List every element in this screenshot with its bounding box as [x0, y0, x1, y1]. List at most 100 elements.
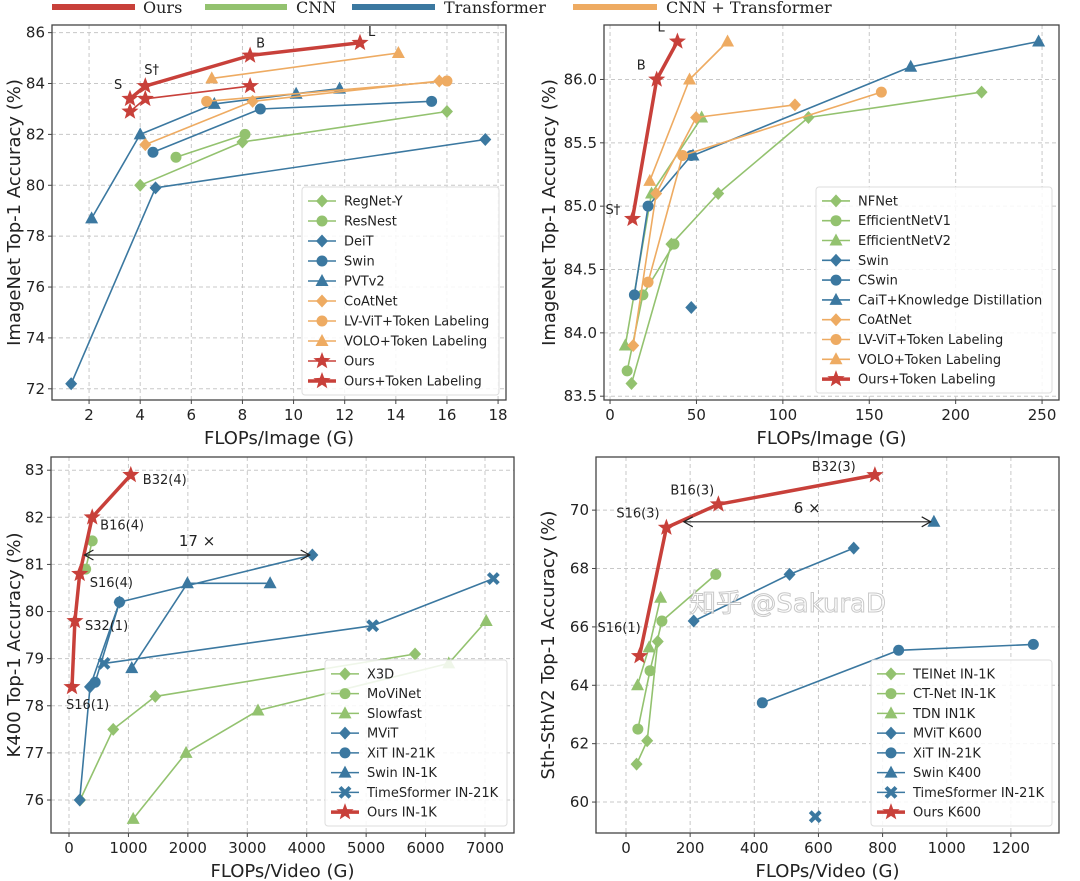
y-tick-label: 77 — [25, 744, 44, 762]
legend-marker — [313, 372, 331, 389]
series-line — [128, 41, 361, 101]
data-point — [644, 665, 656, 677]
legend-box — [301, 186, 500, 396]
legend-item: X3D — [331, 667, 394, 682]
legend-label: ResNest — [344, 215, 397, 230]
point-label: B32(4) — [143, 473, 187, 488]
data-point — [721, 34, 735, 47]
series-line — [637, 473, 876, 657]
series-ours — [121, 77, 259, 119]
series-resnest — [170, 128, 251, 163]
point-label: B16(3) — [670, 483, 714, 498]
legend-label: MViT — [367, 727, 398, 742]
legend-label: VOLO+Token Labeling — [344, 335, 487, 350]
y-axis-label: Sth-SthV2 Top-1 Accuracy (%) — [538, 511, 559, 780]
series-swin-k400 — [927, 514, 941, 527]
y-tick-label: 74 — [26, 329, 45, 347]
data-point — [71, 564, 89, 582]
data-point — [690, 110, 703, 124]
data-point — [121, 102, 139, 119]
point-label: L — [368, 25, 376, 40]
legend-label: CoAtNet — [858, 313, 912, 328]
legend-box — [870, 659, 1053, 827]
legend-item: Ours K600 — [877, 803, 981, 821]
x-tick-label: 12 — [335, 406, 354, 424]
legend-marker — [316, 255, 328, 267]
chart-panel-4: 0 200 400 600 800 1000 1200 60 62 64 66 68 70 FLOPs/V… — [538, 456, 1060, 881]
legend-label: TimeSformer IN-21K — [366, 786, 499, 801]
top-legend-item: Ours — [52, 0, 182, 17]
data-point — [486, 572, 500, 585]
legend-label: EfficientNetV2 — [858, 234, 951, 249]
legend-marker — [338, 785, 352, 799]
data-point — [133, 127, 147, 140]
data-point — [126, 811, 140, 824]
series-tdn-in1k — [631, 590, 668, 691]
speedup-label: 17 × — [179, 532, 215, 550]
legend-label: EfficientNetV1 — [858, 214, 951, 229]
data-point — [241, 77, 259, 94]
legend-marker — [830, 274, 842, 286]
legend-label: Swin K400 — [913, 766, 981, 781]
legend-item: CSwin — [822, 274, 898, 289]
data-point — [630, 647, 648, 664]
legend-item: Ours IN-1K — [331, 803, 437, 821]
data-point — [366, 619, 380, 633]
series-line — [637, 573, 717, 730]
x-axis-label: FLOPs/Image (G) — [204, 428, 354, 449]
data-point — [893, 644, 905, 656]
series-volo-token-labeling — [205, 45, 405, 84]
series-ours-token-labeling: S† B L — [606, 20, 686, 227]
legend-label: TEINet IN-1K — [912, 667, 995, 682]
legend: TEINet IN-1K CT-Net IN-1K TDN IN1K MViT K60… — [870, 659, 1053, 827]
series-timesformer-in-21k — [808, 810, 822, 824]
legend-label: CaiT+Knowledge Distillation — [858, 293, 1042, 308]
x-tick-label: 14 — [386, 406, 405, 424]
data-point — [648, 70, 666, 87]
y-tick-label: 68 — [570, 560, 589, 578]
x-tick-label: 0 — [621, 839, 631, 857]
legend-label: Swin — [858, 254, 889, 269]
data-point — [97, 656, 111, 670]
series-deit — [65, 132, 492, 391]
data-point — [618, 338, 632, 351]
legend-label: Swin — [344, 255, 375, 270]
y-tick-label: 64 — [570, 676, 589, 694]
legend-item: Swin — [308, 255, 375, 270]
data-point — [254, 103, 266, 115]
legend-marker — [316, 194, 328, 208]
data-point — [479, 132, 492, 146]
legend-item: Swin IN-1K — [331, 765, 437, 781]
data-point — [1027, 638, 1039, 650]
data-point — [85, 211, 99, 224]
series-line — [79, 653, 416, 801]
series-ours-k600: S16(1) S16(3) B16(3) B32(3) — [597, 460, 884, 664]
x-tick-label: 6 — [187, 406, 197, 424]
y-tick-label: 82 — [26, 125, 45, 143]
legend: NFNet EfficientNetV1 EfficientNetV2 Swin CSw… — [815, 186, 1053, 394]
series-mvit-k600 — [687, 541, 860, 628]
data-point — [83, 508, 101, 525]
chart-panel-2: 0 50 100 150 200 250 83.5 84.0 84.5 85.0 85.5 86.0 F… — [539, 20, 1060, 449]
legend-item: EfficientNetV2 — [822, 233, 951, 249]
legend-marker — [884, 706, 898, 719]
legend-marker — [313, 352, 331, 369]
point-label: S16(1) — [597, 621, 640, 636]
series-timesformer-in-21k — [97, 572, 500, 670]
series-ct-net-in-1k — [632, 568, 722, 735]
x-tick-label: 1200 — [992, 839, 1030, 857]
series-line — [211, 52, 399, 80]
legend-item: LV-ViT+Token Labeling — [822, 333, 1003, 348]
x-axis-label: FLOPs/Image (G) — [757, 428, 907, 449]
point-label: S32(1) — [85, 619, 128, 634]
data-point — [631, 678, 645, 691]
series-swin-in-1k — [125, 576, 277, 674]
y-tick-label: 78 — [26, 227, 45, 245]
series-swin — [147, 95, 438, 158]
data-point — [685, 301, 698, 315]
y-axis-label: ImageNet Top-1 Accuracy (%) — [539, 79, 560, 346]
arrow-head-right — [300, 549, 311, 561]
legend-label: NFNet — [858, 194, 898, 209]
x-tick-label: 6000 — [406, 839, 444, 857]
legend-item: VOLO+Token Labeling — [308, 334, 487, 350]
